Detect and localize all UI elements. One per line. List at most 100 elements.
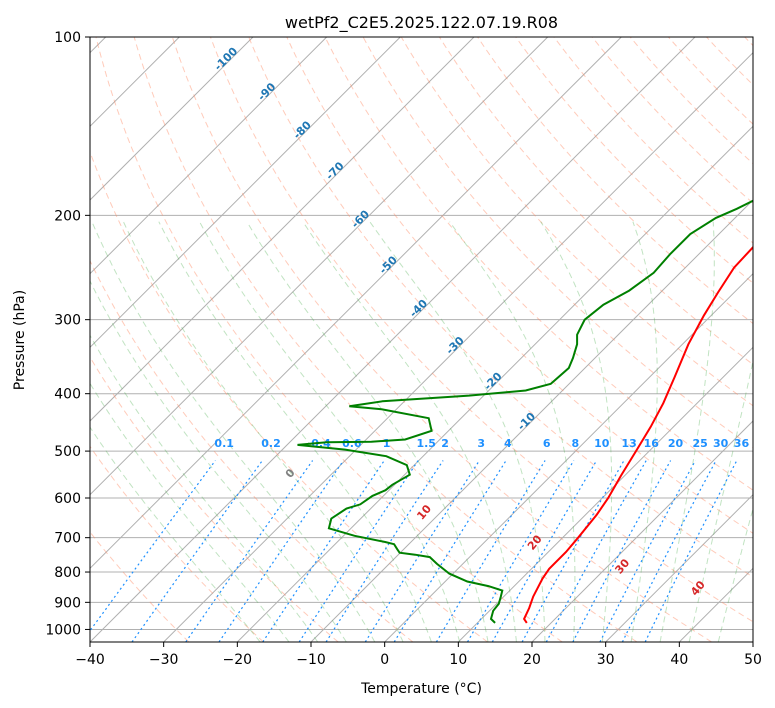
isotherm-line (90, 37, 549, 496)
isotherm-label: -90 (255, 80, 278, 103)
moist-adiabat-line (449, 221, 576, 642)
mixing-ratio-label: 1 (383, 437, 391, 450)
moist-adiabat-label: 10 (414, 502, 434, 522)
moist-adiabat-label: 20 (525, 532, 545, 552)
isotherm-line (163, 51, 753, 642)
dry-adiabat-line (400, 37, 753, 407)
dry-adiabat-line (324, 37, 753, 491)
moist-adiabat-line (659, 221, 715, 642)
moist-adiabat-line (199, 221, 461, 642)
mixing-ratio-label: 0.6 (342, 437, 362, 450)
dry-adiabat-line (248, 37, 753, 578)
y-tick-label: 800 (54, 565, 81, 581)
mixing-ratio-label: 16 (644, 437, 660, 450)
y-axis-label: Pressure (hPa) (12, 290, 28, 390)
dry-adiabat-line (362, 37, 753, 449)
isotherm-line (457, 346, 753, 642)
mixing-ratio-line (90, 460, 216, 632)
mixing-ratio-label: 4 (504, 437, 512, 450)
moist-adiabat-line (688, 358, 753, 642)
plot-frame (89, 36, 754, 643)
mixing-ratio-line (131, 460, 263, 642)
isotherm-label: -70 (323, 159, 346, 182)
isotherm-line (236, 125, 753, 642)
y-tick-label: 700 (54, 531, 81, 547)
x-tick-label: 10 (449, 652, 467, 668)
isotherm-label: -80 (291, 118, 314, 141)
moist-adiabat-line (91, 221, 376, 642)
dry-adiabat-line (515, 37, 753, 284)
dry-adiabat-line (90, 445, 264, 642)
temperature-profile-line (522, 245, 753, 624)
mixing-ratio-label: 25 (693, 437, 708, 450)
mixing-ratio-line (572, 460, 672, 642)
isotherm-line (605, 493, 753, 642)
dry-adiabat-line (95, 37, 563, 642)
mixing-ratio-label: 1.5 (416, 437, 436, 450)
moist-adiabat-line (540, 221, 613, 642)
isotherm-label: -10 (515, 410, 538, 433)
x-tick-label: −20 (223, 652, 253, 668)
isotherm-line (90, 37, 254, 201)
mixing-ratio-label: 0.1 (214, 437, 234, 450)
background-lines (90, 37, 753, 642)
dry-adiabat-line (744, 37, 753, 47)
isotherm-line (531, 420, 753, 642)
moist-adiabat-line (122, 221, 404, 642)
y-tick-label: 1000 (45, 622, 81, 638)
mixing-ratio-label: 10 (594, 437, 610, 450)
mixing-ratio-line (393, 460, 507, 642)
line-annotations: 0.1 0.2 0.4 0.6 1 1.5 2 3 4 6 8 10 13 16 20 25 30 36-100-… (212, 44, 750, 598)
x-tick-label: 40 (670, 652, 688, 668)
y-tick-label: 400 (54, 387, 81, 403)
moist-adiabat-label: 30 (613, 556, 633, 576)
moist-adiabat-line (630, 221, 658, 642)
y-tick-label: 500 (54, 444, 81, 460)
mixing-ratio-label: 20 (668, 437, 684, 450)
x-tick-label: −10 (296, 652, 326, 668)
isotherm-line (90, 37, 696, 642)
mixing-ratio-line (218, 460, 344, 642)
x-tick-label: −40 (75, 652, 105, 668)
dry-adiabat-line (668, 37, 753, 125)
isotherm-label: -50 (377, 253, 400, 276)
moist-adiabat-line (717, 506, 753, 642)
moist-adiabat-line (90, 382, 290, 642)
moist-adiabat-label: 40 (688, 578, 708, 598)
dry-adiabat-line (706, 37, 753, 86)
y-tick-label: 600 (54, 491, 81, 507)
x-tick-label: 50 (744, 652, 762, 668)
chart-title: wetPf2_C2E5.2025.122.07.19.R08 (285, 13, 558, 33)
mixing-ratio-line (521, 460, 625, 642)
y-tick-label: 300 (54, 313, 81, 329)
mixing-ratio-label: 30 (713, 437, 729, 450)
dry-adiabat-line (591, 37, 753, 204)
mixing-ratio-label: 3 (477, 437, 485, 450)
mixing-ratio-line (644, 460, 738, 642)
mixing-ratio-label: 36 (734, 437, 750, 450)
isotherm-label: -40 (407, 297, 430, 320)
y-tick-label: 900 (54, 595, 81, 611)
dewpoint-profile-line (297, 199, 753, 624)
dry-adiabat-line (210, 37, 753, 623)
dry-adiabat-line (90, 531, 190, 642)
moist-adiabat-line (90, 426, 261, 642)
dry-adiabat-line (133, 37, 638, 642)
x-axis-label: Temperature (°C) (360, 681, 482, 697)
moist-adiabat-line (158, 221, 432, 642)
dry-adiabat-line (90, 150, 488, 642)
mixing-ratio-label: 13 (621, 437, 636, 450)
moist-adiabat-line (302, 221, 517, 642)
profile-series (297, 199, 753, 624)
isotherm-line (90, 37, 622, 570)
moist-adiabat-line (90, 279, 347, 642)
dry-adiabat-line (90, 259, 414, 642)
mixing-ratio-line (364, 460, 480, 642)
mixing-ratio-label: 8 (571, 437, 579, 450)
isotherm-label: -20 (481, 370, 504, 393)
y-tick-label: 200 (54, 208, 81, 224)
mixing-ratio-line (262, 460, 385, 642)
x-tick-label: 0 (380, 652, 389, 668)
mixing-ratio-line (599, 460, 696, 642)
dry-adiabat-line (629, 37, 753, 165)
